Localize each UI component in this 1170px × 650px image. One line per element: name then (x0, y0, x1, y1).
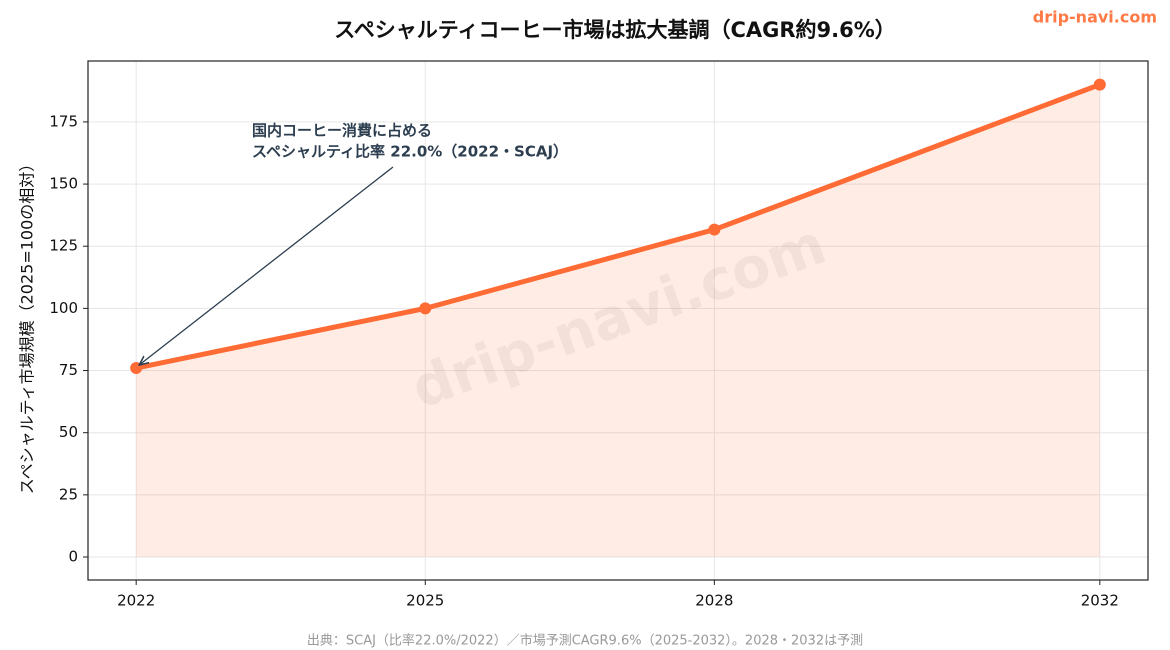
y-tick-label: 125 (49, 237, 78, 255)
x-tick-label: 2028 (695, 592, 733, 610)
annotation-arrow (139, 166, 394, 365)
y-tick-label: 150 (49, 175, 78, 193)
y-tick-label: 50 (59, 423, 78, 441)
plot-frame (87, 60, 1149, 581)
x-tick-label: 2022 (117, 592, 155, 610)
point (708, 223, 721, 236)
point (419, 302, 432, 315)
annotation-text: スペシャルティ比率 22.0%（2022・SCAJ） (252, 143, 568, 161)
area (136, 84, 1100, 558)
line (135, 82, 1101, 371)
y-tick-label: 175 (49, 112, 78, 130)
brand: drip-navi.com (1033, 8, 1157, 27)
source-note: 出典：SCAJ（比率22.0%/2022）／市場予測CAGR9.6%（2025-… (307, 633, 863, 649)
y-tick-label: 25 (59, 485, 78, 503)
point (1093, 78, 1106, 91)
chart-title: スペシャルティコーヒー市場は拡大基調（CAGR約9.6%） (334, 18, 896, 42)
y-axis-label: スペシャルティ市場規模（2025=100の相対） (18, 156, 37, 495)
annotation-text: 国内コーヒー消費に占める (252, 122, 432, 140)
y-tick-label: 0 (68, 548, 78, 566)
y-tick-label: 100 (49, 299, 78, 317)
x-tick-label: 2032 (1081, 592, 1119, 610)
y-tick-label: 75 (59, 361, 78, 379)
x-tick-label: 2025 (406, 592, 444, 610)
